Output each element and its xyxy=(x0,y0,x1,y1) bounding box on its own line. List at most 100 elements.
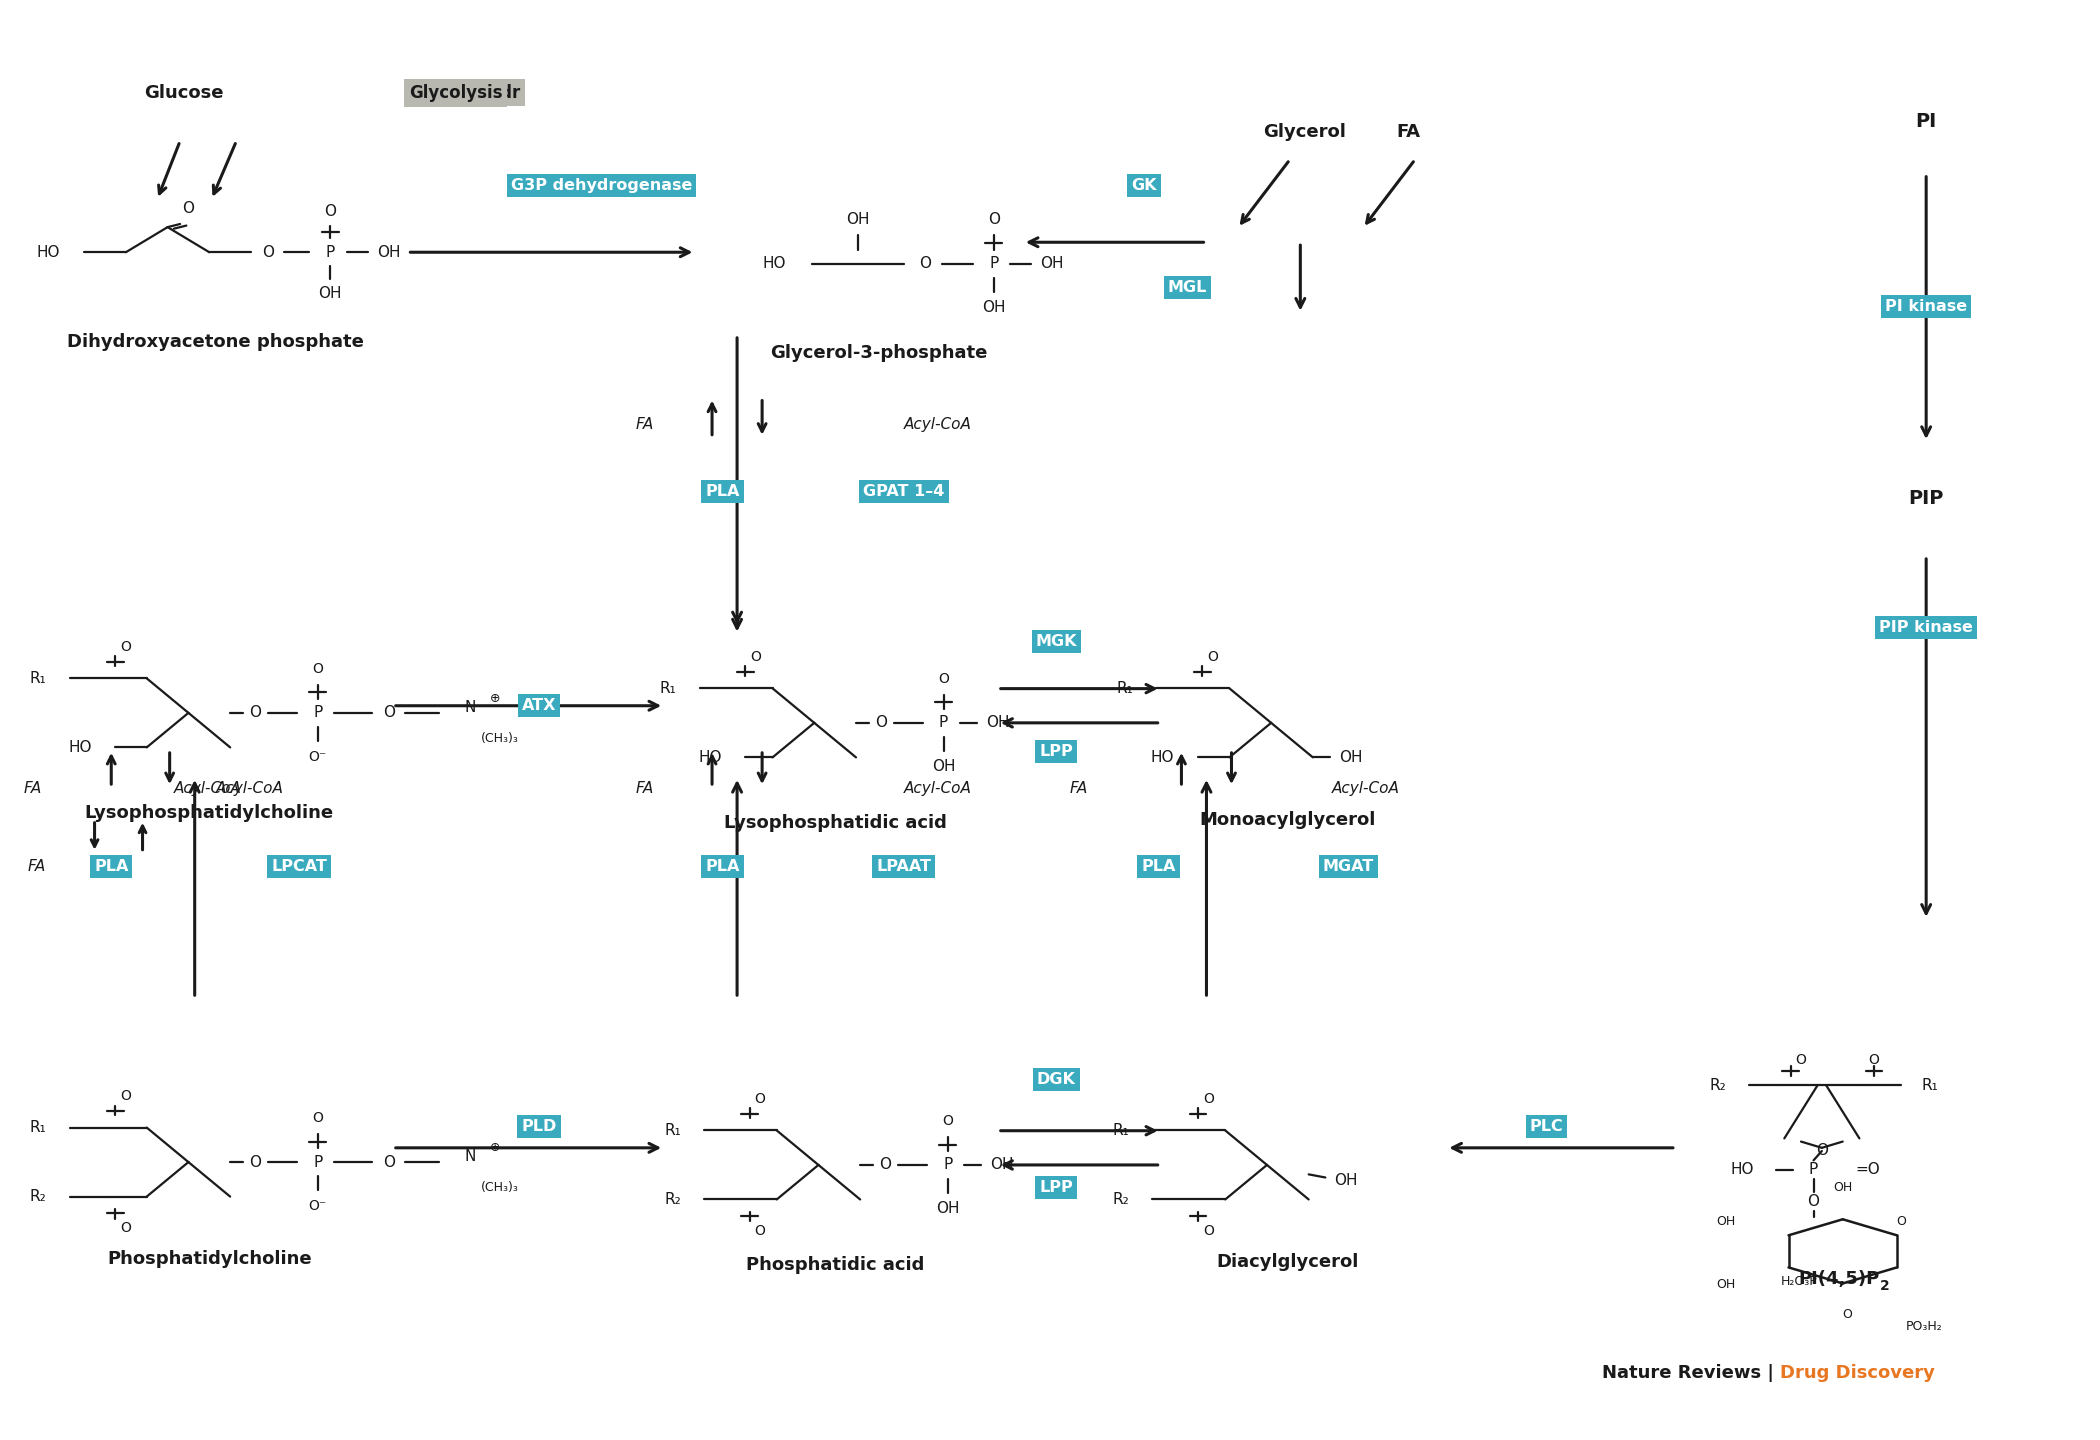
Text: OH: OH xyxy=(987,716,1010,730)
Text: LPCAT: LPCAT xyxy=(271,860,328,874)
Text: GPAT 1–4: GPAT 1–4 xyxy=(863,484,945,500)
Text: O: O xyxy=(943,1115,953,1128)
Text: OH: OH xyxy=(846,212,869,228)
Text: O: O xyxy=(920,256,930,271)
Text: O: O xyxy=(876,716,886,730)
Text: Lysophosphatidylcholine: Lysophosphatidylcholine xyxy=(84,804,334,822)
Text: PI: PI xyxy=(1915,111,1936,131)
Text: FA: FA xyxy=(636,780,653,796)
Text: R₁: R₁ xyxy=(664,1123,680,1138)
Text: O: O xyxy=(1896,1214,1907,1227)
Text: OH: OH xyxy=(319,285,342,301)
Text: PLA: PLA xyxy=(706,860,739,874)
Text: GK: GK xyxy=(1132,177,1157,193)
Text: O: O xyxy=(120,639,132,654)
Text: O: O xyxy=(987,212,1000,228)
Text: OH: OH xyxy=(932,759,956,775)
Text: HO: HO xyxy=(67,740,92,755)
Text: O: O xyxy=(1796,1053,1806,1067)
Text: R₁: R₁ xyxy=(1117,681,1134,696)
Text: FA: FA xyxy=(23,780,42,796)
Text: MGL: MGL xyxy=(1168,281,1208,295)
Text: PLD: PLD xyxy=(521,1119,556,1133)
Text: O: O xyxy=(323,204,336,219)
Text: Drug Discovery: Drug Discovery xyxy=(1781,1364,1934,1382)
Text: P: P xyxy=(1808,1162,1819,1178)
Text: FA: FA xyxy=(27,860,46,874)
Text: HO: HO xyxy=(1730,1162,1753,1178)
Text: LPAAT: LPAAT xyxy=(876,860,932,874)
Text: OH: OH xyxy=(1716,1214,1735,1227)
Text: OH: OH xyxy=(1338,750,1363,765)
Text: PI(4,5)P: PI(4,5)P xyxy=(1798,1270,1880,1287)
Text: P: P xyxy=(943,1158,953,1172)
Text: LPP: LPP xyxy=(1040,1181,1073,1195)
Text: ⊕: ⊕ xyxy=(489,1142,500,1155)
Text: O: O xyxy=(120,1089,132,1103)
Text: FA: FA xyxy=(1069,780,1088,796)
Text: O: O xyxy=(382,706,395,720)
Text: Acyl-CoA: Acyl-CoA xyxy=(903,780,972,796)
Text: O: O xyxy=(120,1221,132,1236)
Text: Acyl-CoA: Acyl-CoA xyxy=(174,780,242,796)
Text: P: P xyxy=(939,716,949,730)
Text: (CH₃)₃: (CH₃)₃ xyxy=(481,732,519,744)
Text: H₂O₃P: H₂O₃P xyxy=(1781,1276,1819,1289)
Text: HO: HO xyxy=(38,245,61,259)
Text: O: O xyxy=(1203,1224,1214,1238)
Text: O: O xyxy=(750,649,762,664)
Text: O: O xyxy=(1203,1092,1214,1106)
Text: MGAT: MGAT xyxy=(1323,860,1373,874)
Text: OH: OH xyxy=(378,245,401,259)
Text: PI kinase: PI kinase xyxy=(1886,300,1968,314)
Text: Monoacylglycerol: Monoacylglycerol xyxy=(1199,811,1376,829)
Text: R₁: R₁ xyxy=(29,1120,46,1135)
Text: Acyl-CoA: Acyl-CoA xyxy=(216,780,284,796)
Text: Acyl-CoA: Acyl-CoA xyxy=(903,418,972,432)
Text: OH: OH xyxy=(937,1201,960,1217)
Text: P: P xyxy=(326,245,334,259)
Text: Glycerol-3-phosphate: Glycerol-3-phosphate xyxy=(771,344,987,363)
Text: OH: OH xyxy=(991,1158,1014,1172)
Text: R₂: R₂ xyxy=(1709,1077,1726,1093)
Text: FA: FA xyxy=(1396,124,1422,141)
Text: PIP kinase: PIP kinase xyxy=(1880,619,1974,635)
Text: Glycerol: Glycerol xyxy=(1262,124,1346,141)
Text: Phosphatidylcholine: Phosphatidylcholine xyxy=(107,1250,311,1269)
Text: PIP: PIP xyxy=(1909,490,1945,508)
Text: O: O xyxy=(754,1092,766,1106)
Text: G3P dehydrogenase: G3P dehydrogenase xyxy=(510,177,693,193)
Text: OH: OH xyxy=(983,300,1006,315)
Text: O: O xyxy=(1816,1143,1827,1158)
Text: R₁: R₁ xyxy=(1922,1077,1938,1093)
Text: R₁: R₁ xyxy=(29,671,46,685)
Text: OH: OH xyxy=(1833,1181,1852,1194)
Text: O: O xyxy=(250,1155,260,1169)
Text: P: P xyxy=(313,1155,323,1169)
Text: PLC: PLC xyxy=(1529,1119,1562,1133)
Text: PO₃H₂: PO₃H₂ xyxy=(1905,1319,1942,1333)
Text: N: N xyxy=(464,700,477,714)
Text: OH: OH xyxy=(1716,1279,1735,1292)
Text: OH: OH xyxy=(1334,1174,1359,1188)
Text: O: O xyxy=(183,200,195,216)
Text: Lysophosphatidic acid: Lysophosphatidic acid xyxy=(724,814,947,832)
Text: G3P dehydr: G3P dehydr xyxy=(412,84,521,101)
Text: O: O xyxy=(382,1155,395,1169)
Text: R₁: R₁ xyxy=(1113,1123,1130,1138)
Text: Acyl-CoA: Acyl-CoA xyxy=(1331,780,1399,796)
Text: R₂: R₂ xyxy=(664,1192,680,1207)
Text: Diacylglycerol: Diacylglycerol xyxy=(1216,1253,1359,1272)
Text: O: O xyxy=(880,1158,890,1172)
Text: PLA: PLA xyxy=(706,484,739,500)
Text: O: O xyxy=(1808,1194,1819,1208)
Text: R₂: R₂ xyxy=(29,1189,46,1204)
Text: O: O xyxy=(262,245,273,259)
Text: O: O xyxy=(250,706,260,720)
Text: 2: 2 xyxy=(1880,1279,1890,1293)
Text: (CH₃)₃: (CH₃)₃ xyxy=(481,1181,519,1194)
Text: ⊕: ⊕ xyxy=(489,693,500,706)
Text: O: O xyxy=(313,662,323,675)
Text: Glucose: Glucose xyxy=(145,84,225,101)
Text: Nature Reviews |: Nature Reviews | xyxy=(1602,1364,1781,1382)
